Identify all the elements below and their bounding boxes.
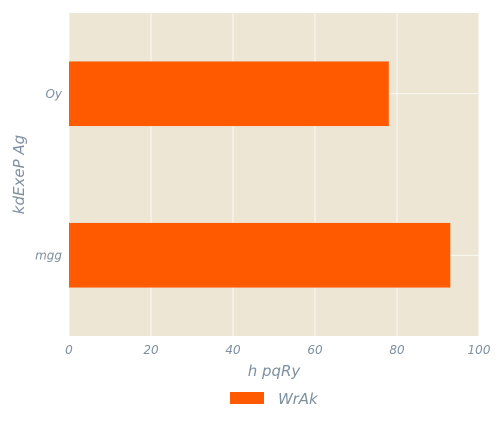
bars (69, 61, 451, 288)
x-tick-labels: 0 20 40 60 80 100 (65, 343, 491, 357)
x-tick-label: 0 (65, 343, 73, 357)
bar-Oy (69, 61, 389, 127)
x-tick-label: 80 (389, 343, 405, 357)
y-axis-title: kdExeP Ag (10, 135, 28, 214)
legend: WrAk (230, 390, 319, 408)
y-tick-labels: mgg Oy (35, 87, 63, 263)
y-tick-label: mgg (35, 248, 62, 262)
x-tick-label: 20 (143, 343, 159, 357)
bar-mgg (69, 222, 451, 288)
legend-swatch (230, 392, 264, 404)
legend-label: WrAk (278, 390, 319, 408)
x-tick-label: 40 (225, 343, 241, 357)
y-tick-label: Oy (45, 87, 62, 101)
x-tick-label: 100 (468, 343, 491, 357)
x-tick-label: 60 (307, 343, 323, 357)
x-axis-title: h pqRy (248, 362, 302, 380)
